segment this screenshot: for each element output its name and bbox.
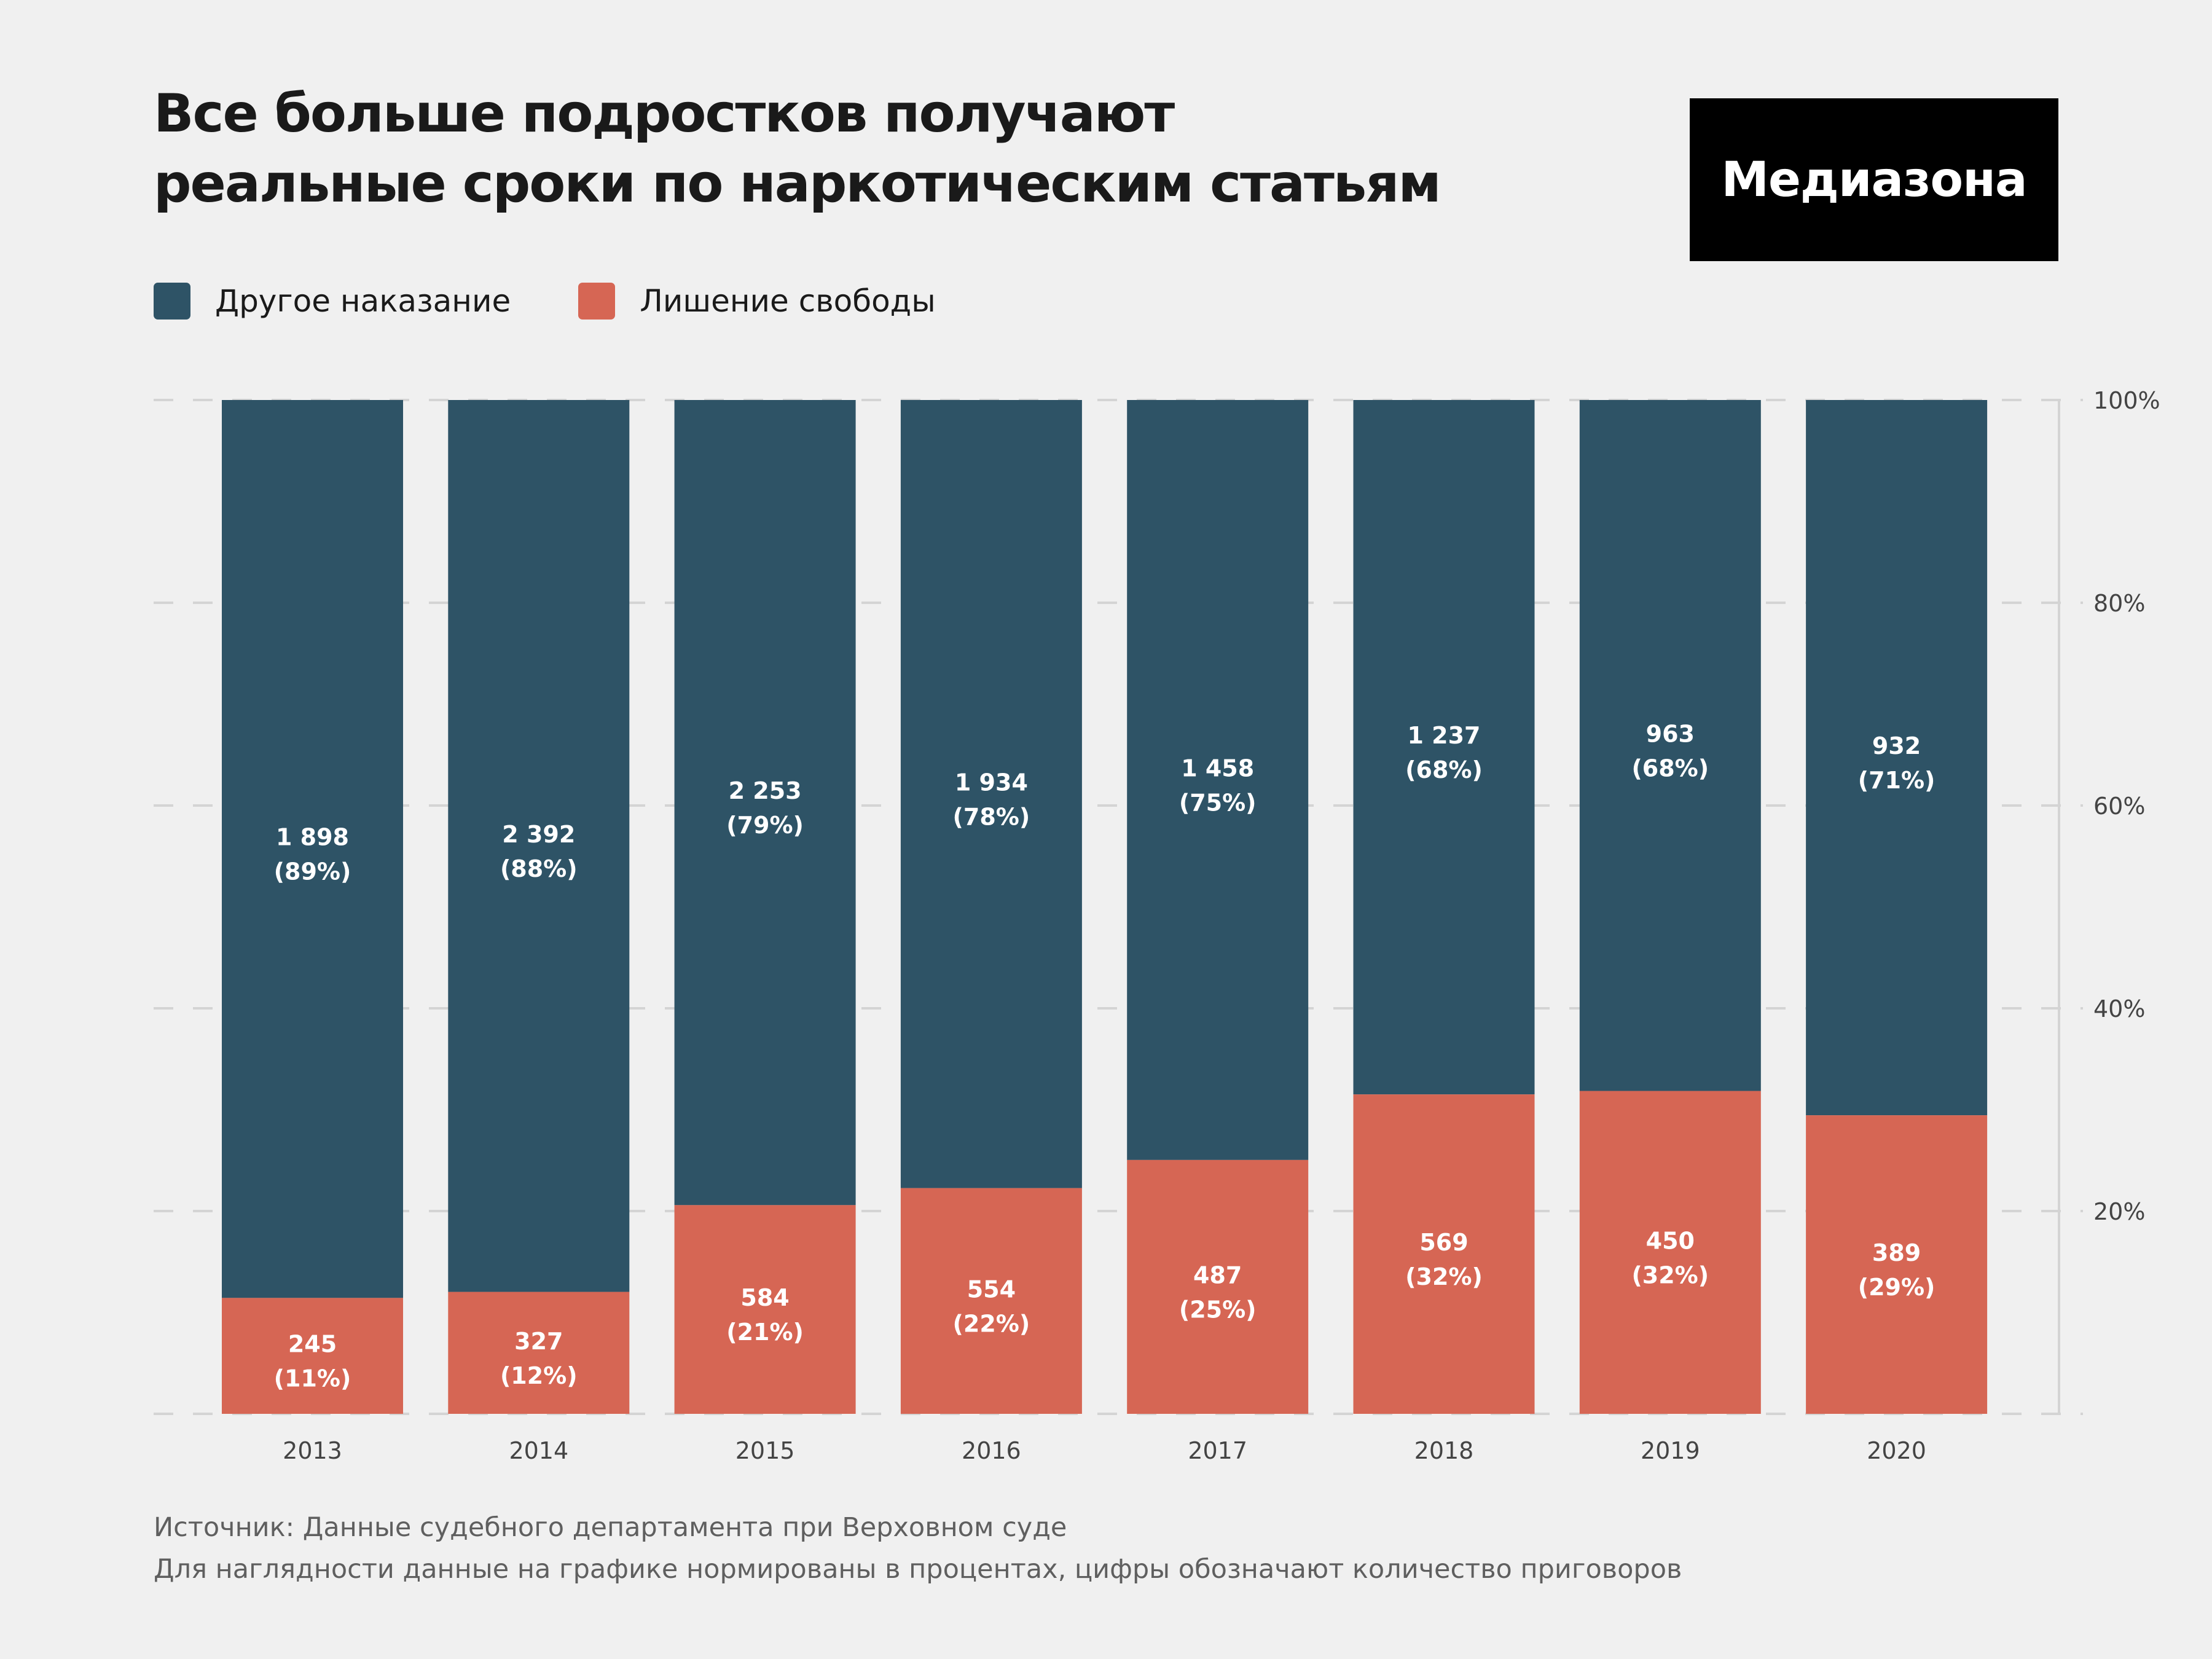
x-tick-label: 2016 <box>962 1437 1021 1464</box>
bar-value-label-imprisonment: 327 <box>514 1328 563 1355</box>
bar-value-label-other-punishment: 932 <box>1872 732 1921 759</box>
y-tick-label: 100% <box>2093 387 2160 414</box>
bar-value-label-imprisonment: 554 <box>967 1276 1016 1303</box>
bar-value-label-other-punishment: 1 237 <box>1408 722 1481 749</box>
chart-title-line-1: Все больше подростков получают <box>154 83 1175 144</box>
bar-value-label-imprisonment: 584 <box>740 1284 789 1311</box>
bar-segment-imprisonment-2015 <box>674 1205 856 1414</box>
bar-segment-other-punishment-2016 <box>900 400 1082 1188</box>
bar-value-label-imprisonment: 245 <box>288 1331 337 1358</box>
bar-percent-label-other-punishment: (88%) <box>500 855 578 882</box>
bar-percent-label-imprisonment: (32%) <box>1405 1263 1483 1290</box>
bar-percent-label-imprisonment: (25%) <box>1179 1296 1257 1323</box>
legend-swatch-imprisonment <box>578 283 616 320</box>
bar-segment-other-punishment-2014 <box>448 400 630 1292</box>
x-tick-label: 2019 <box>1641 1437 1700 1464</box>
bar-percent-label-other-punishment: (78%) <box>953 803 1030 830</box>
x-tick-label: 2017 <box>1188 1437 1247 1464</box>
bar-segment-other-punishment-2019 <box>1579 400 1761 1091</box>
bar-segment-other-punishment-2015 <box>674 400 856 1206</box>
bar-value-label-other-punishment: 2 253 <box>729 777 802 804</box>
bar-value-label-imprisonment: 569 <box>1419 1229 1468 1256</box>
chart-title-line-2: реальные сроки по наркотическим статьям <box>154 153 1441 214</box>
bar-segment-imprisonment-2019 <box>1579 1091 1761 1414</box>
bar-percent-label-other-punishment: (68%) <box>1631 755 1709 782</box>
y-tick-label: 40% <box>2093 995 2145 1022</box>
bar-segment-imprisonment-2020 <box>1806 1115 1988 1414</box>
bar-segment-imprisonment-2013 <box>222 1298 403 1414</box>
bar-value-label-other-punishment: 1 934 <box>955 769 1028 796</box>
bar-segment-other-punishment-2013 <box>222 400 403 1298</box>
bar-percent-label-other-punishment: (89%) <box>274 858 351 885</box>
bar-segment-other-punishment-2017 <box>1127 400 1309 1160</box>
chart-title: Все больше подростков получают реальные … <box>154 79 1441 219</box>
legend-label-imprisonment: Лишение свободы <box>640 283 936 319</box>
y-axis: 20% 40% 60% 80% 100% <box>2058 387 2160 1414</box>
bar-value-label-other-punishment: 1 898 <box>276 824 349 851</box>
footer: Источник: Данные судебного департамента … <box>154 1507 1682 1590</box>
legend-item-other-punishment: Другое наказание <box>154 283 511 320</box>
bar-percent-label-imprisonment: (29%) <box>1858 1274 1936 1301</box>
bar-percent-label-other-punishment: (68%) <box>1405 756 1483 783</box>
bar-value-label-imprisonment: 487 <box>1193 1261 1242 1288</box>
bar-segment-imprisonment-2016 <box>900 1188 1082 1414</box>
legend-label-other-punishment: Другое наказание <box>215 283 511 319</box>
bar-value-label-imprisonment: 389 <box>1872 1239 1921 1266</box>
bar-value-label-other-punishment: 1 458 <box>1181 755 1254 782</box>
bar-value-label-other-punishment: 963 <box>1646 720 1695 747</box>
x-axis-labels: 2013 2014 2015 2016 2017 2018 2019 2020 <box>283 1437 1926 1464</box>
bar-percent-label-imprisonment: (22%) <box>953 1310 1030 1337</box>
y-tick-label: 20% <box>2093 1198 2145 1225</box>
bar-percent-label-imprisonment: (12%) <box>500 1362 578 1389</box>
bar-percent-label-other-punishment: (71%) <box>1858 767 1936 794</box>
bar-value-label-imprisonment: 450 <box>1646 1227 1695 1254</box>
legend-item-imprisonment: Лишение свободы <box>578 283 936 320</box>
x-tick-label: 2015 <box>735 1437 795 1464</box>
mediazona-logo: Медиазона <box>1690 98 2058 261</box>
bar-percent-label-imprisonment: (21%) <box>726 1319 804 1346</box>
x-tick-label: 2013 <box>283 1437 342 1464</box>
bar-segment-imprisonment-2018 <box>1353 1094 1535 1414</box>
bar-percent-label-other-punishment: (75%) <box>1179 789 1257 816</box>
bar-value-label-other-punishment: 2 392 <box>502 821 575 848</box>
bar-labels: 1 898 (89%) 245 (11%) 2 392 (88%) 327 (12%) 2 25… <box>274 720 1936 1392</box>
bar-segment-imprisonment-2014 <box>448 1292 630 1414</box>
bar-percent-label-imprisonment: (32%) <box>1631 1261 1709 1288</box>
bar-segment-other-punishment-2018 <box>1353 400 1535 1095</box>
bar-segment-imprisonment-2017 <box>1127 1159 1309 1414</box>
gridlines <box>154 399 2083 1415</box>
source-note: Источник: Данные судебного департамента … <box>154 1512 1067 1543</box>
y-tick-label: 60% <box>2093 793 2145 820</box>
bar-segment-other-punishment-2020 <box>1806 400 1988 1116</box>
logo-text: Медиазона <box>1721 152 2027 208</box>
legend-swatch-other-punishment <box>154 283 190 320</box>
normalization-note: Для наглядности данные на графике нормир… <box>154 1554 1682 1585</box>
x-tick-label: 2018 <box>1414 1437 1474 1464</box>
legend: Другое наказание Лишение свободы <box>154 283 1003 320</box>
x-tick-label: 2020 <box>1867 1437 1926 1464</box>
bars <box>222 400 1988 1414</box>
x-tick-label: 2014 <box>509 1437 568 1464</box>
bar-percent-label-imprisonment: (11%) <box>274 1365 351 1392</box>
y-tick-label: 80% <box>2093 590 2145 617</box>
bar-percent-label-other-punishment: (79%) <box>726 812 804 839</box>
